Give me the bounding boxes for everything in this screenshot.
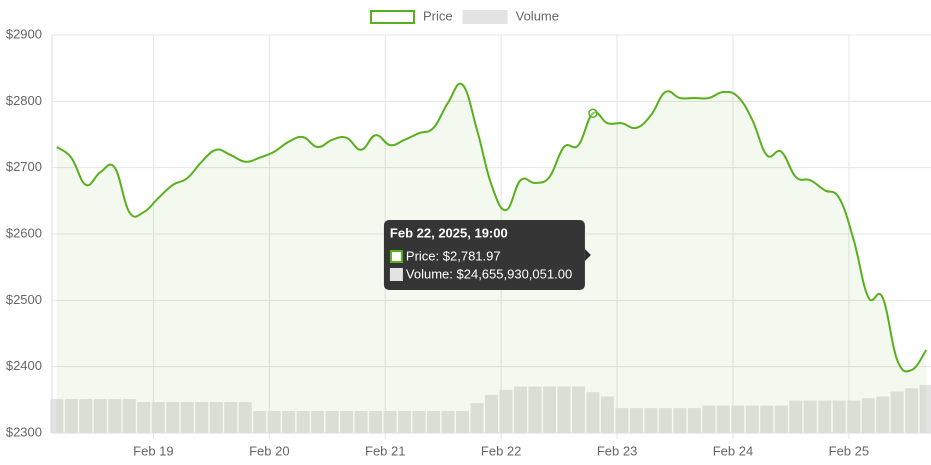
volume-bar — [919, 384, 931, 433]
volume-bar — [296, 410, 310, 433]
tooltip-swatch — [389, 250, 403, 263]
volume-bar — [731, 405, 745, 433]
volume-bar — [745, 405, 759, 433]
volume-bar — [876, 396, 890, 433]
x-tick-label: Feb 22 — [481, 443, 521, 458]
volume-bar — [774, 405, 788, 433]
tooltip-caret — [584, 249, 591, 261]
x-tick-label: Feb 24 — [713, 443, 753, 458]
volume-bar — [166, 401, 180, 433]
legend-swatch[interactable] — [462, 10, 508, 24]
legend: Price Volume — [370, 8, 559, 24]
y-tick-label: $2900 — [6, 26, 42, 41]
volume-bar — [673, 408, 687, 433]
volume-bar — [398, 410, 412, 433]
volume-bar — [890, 391, 904, 433]
volume-bar — [238, 401, 252, 433]
volume-bar — [716, 405, 730, 433]
y-tick-label: $2700 — [6, 159, 42, 174]
volume-bar — [122, 399, 136, 433]
volume-bar — [427, 410, 441, 433]
volume-bar — [340, 410, 354, 433]
volume-bar — [456, 410, 470, 433]
tooltip-title: Feb 22, 2025, 19:00 — [390, 225, 508, 240]
volume-bar — [93, 399, 107, 433]
volume-bar — [383, 410, 397, 433]
volume-bar — [485, 394, 498, 433]
legend-label[interactable]: Volume — [516, 8, 559, 23]
volume-bar — [818, 400, 832, 433]
volume-bar — [586, 392, 600, 433]
volume-bar — [64, 399, 78, 433]
y-tick-label: $2500 — [6, 292, 42, 307]
x-tick-label: Feb 23 — [597, 443, 637, 458]
volume-bar — [137, 401, 151, 433]
volume-bar — [542, 386, 556, 433]
volume-bar — [108, 399, 122, 433]
x-tick-label: Feb 19 — [133, 443, 173, 458]
volume-bar — [79, 399, 93, 433]
volume-bar — [513, 386, 527, 433]
legend-swatch[interactable] — [370, 10, 415, 24]
volume-bar — [803, 400, 817, 433]
x-tick-label: Feb 21 — [365, 443, 405, 458]
volume-bar — [557, 386, 571, 433]
volume-bar — [687, 408, 701, 433]
volume-bar — [832, 400, 846, 433]
volume-bars — [50, 384, 931, 433]
volume-bar — [369, 410, 383, 433]
volume-bar — [528, 386, 542, 433]
volume-bar — [209, 401, 223, 433]
volume-bar — [629, 408, 643, 433]
y-tick-label: $2600 — [6, 225, 42, 240]
grid — [52, 34, 931, 439]
tooltip: Feb 22, 2025, 19:00 Price: $2,781.97 Volum… — [383, 108, 598, 290]
volume-bar — [615, 408, 629, 433]
volume-bar — [224, 401, 238, 433]
volume-bar — [644, 408, 658, 433]
volume-bar — [702, 405, 716, 433]
volume-bar — [658, 408, 672, 433]
tooltip-item: Price: $2,781.97 — [406, 248, 501, 263]
x-tick-label: Feb 25 — [829, 443, 869, 458]
legend-label[interactable]: Price — [423, 8, 453, 23]
tooltip-item: Volume: $24,655,930,051.00 — [406, 266, 572, 281]
volume-bar — [282, 410, 296, 433]
tooltip-box — [383, 220, 585, 290]
volume-bar — [354, 410, 368, 433]
volume-bar — [861, 398, 875, 433]
volume-bar — [571, 386, 585, 433]
y-tick-label: $2300 — [6, 424, 42, 439]
tooltip-swatch — [389, 268, 403, 281]
volume-bar — [789, 400, 803, 433]
volume-bar — [600, 396, 614, 433]
y-tick-label: $2400 — [6, 358, 42, 373]
volume-bar — [470, 403, 484, 433]
hover-point — [588, 108, 598, 119]
volume-bar — [253, 410, 267, 433]
volume-bar — [847, 400, 861, 433]
volume-bar — [325, 410, 339, 433]
volume-bar — [760, 405, 774, 433]
volume-bar — [195, 401, 209, 433]
volume-bar — [267, 410, 281, 433]
volume-bar — [180, 401, 194, 433]
axes: $2300 $2400 $2500 $2600 $2700 $2800 $2900 Feb 1… — [6, 26, 931, 458]
volume-bar — [905, 388, 919, 433]
volume-bar — [50, 399, 64, 433]
price-line — [56, 82, 928, 373]
x-tick-label: Feb 20 — [249, 443, 289, 458]
volume-bar — [441, 410, 455, 433]
y-tick-label: $2800 — [6, 93, 42, 108]
volume-bar — [151, 401, 165, 433]
volume-bar — [311, 410, 325, 433]
volume-bar — [499, 389, 513, 433]
volume-bar — [412, 410, 426, 433]
